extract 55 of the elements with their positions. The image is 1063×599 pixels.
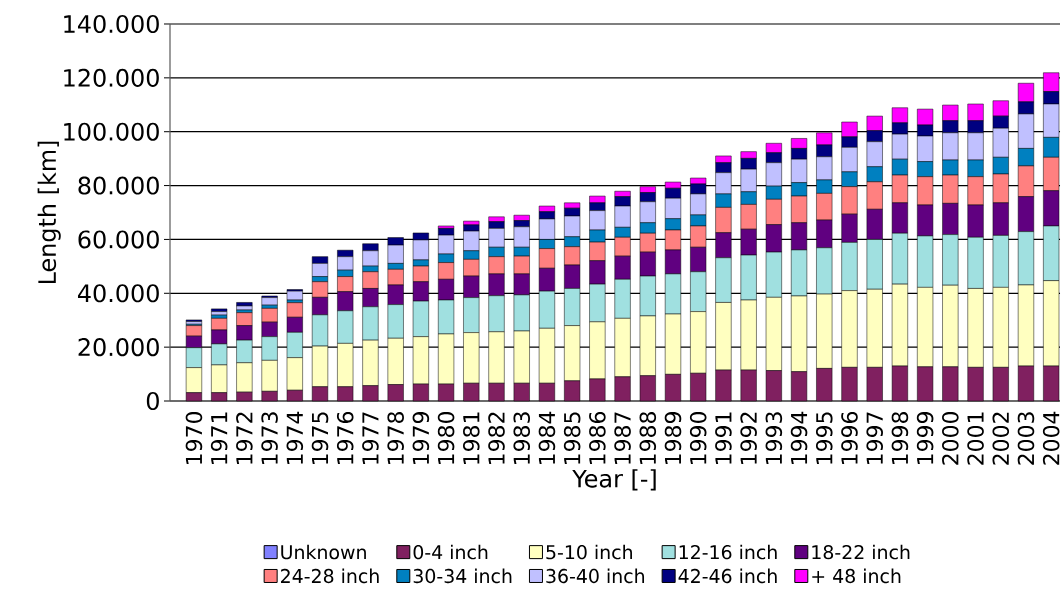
legend-label: 5-10 inch: [546, 544, 632, 560]
x-tick-label: 1970: [185, 412, 203, 464]
legend-label: 24-28 inch: [281, 568, 379, 584]
x-tick-label: 1972: [236, 412, 253, 464]
legend-label: + 48 inch: [812, 568, 901, 584]
x-tick-label: 1983: [513, 412, 531, 464]
legend-label: 30-34 inch: [413, 568, 512, 584]
legend-label: 12-16 inch: [679, 544, 777, 560]
x-tick-label: 1985: [563, 412, 581, 464]
x-tick-label: 1981: [463, 412, 480, 464]
x-tick-label: 1979: [412, 412, 430, 464]
x-tick-label: 1984: [538, 411, 556, 464]
x-tick-label: 1994: [790, 411, 808, 464]
x-tick-label: 1988: [639, 412, 657, 464]
y-axis-title: Length [km]: [37, 141, 61, 284]
x-tick-label: 1987: [614, 412, 631, 464]
x-tick-label: 1989: [664, 412, 682, 464]
x-axis-title: Year [-]: [572, 469, 656, 491]
x-tick-label: 1977: [362, 412, 379, 464]
y-tick-label: 40.000: [77, 284, 159, 303]
legend-label: Unknown: [281, 544, 366, 560]
y-tick-label: 100.000: [64, 122, 159, 141]
legend-label: 0-4 inch: [413, 544, 488, 560]
y-tick-label: 20.000: [78, 338, 159, 357]
x-tick-label: 1998: [891, 412, 909, 464]
x-tick-label: 1992: [740, 412, 757, 464]
y-tick-label: 80.000: [78, 176, 159, 195]
legend-label: 42-46 inch: [678, 568, 777, 584]
legend-label: 36-40 inch: [546, 568, 645, 584]
x-tick-label: 1974: [286, 411, 304, 464]
x-tick-label: 1997: [866, 412, 883, 464]
x-tick-label: 1986: [589, 411, 606, 464]
x-tick-label: 2004: [1042, 411, 1060, 465]
x-tick-label: 1993: [765, 412, 783, 464]
x-tick-label: 1975: [311, 412, 329, 464]
x-tick-label: 1991: [715, 412, 732, 464]
x-tick-label: 1978: [387, 412, 404, 464]
x-tick-label: 1982: [488, 412, 505, 464]
y-tick-label: 60.000: [78, 230, 159, 249]
x-tick-label: 1995: [815, 412, 833, 464]
x-tick-label: 1990: [689, 412, 707, 464]
x-tick-label: 1980: [437, 412, 455, 464]
y-tick-label: 120.000: [64, 68, 159, 87]
x-tick-label: 2002: [992, 412, 1010, 465]
x-tick-label: 1971: [210, 412, 228, 464]
x-tick-label: 2001: [967, 412, 984, 465]
legend-label: 18-22 inch: [812, 544, 910, 560]
x-tick-label: 1996: [841, 411, 858, 464]
x-tick-label: 1999: [916, 412, 934, 464]
x-tick-label: 2003: [1017, 412, 1035, 465]
x-tick-label: 1973: [261, 412, 278, 464]
x-tick-label: 1976: [336, 411, 354, 464]
y-tick-label: 140.000: [64, 14, 159, 34]
x-tick-label: 2000: [942, 412, 959, 465]
y-tick-label: 0: [146, 391, 159, 411]
